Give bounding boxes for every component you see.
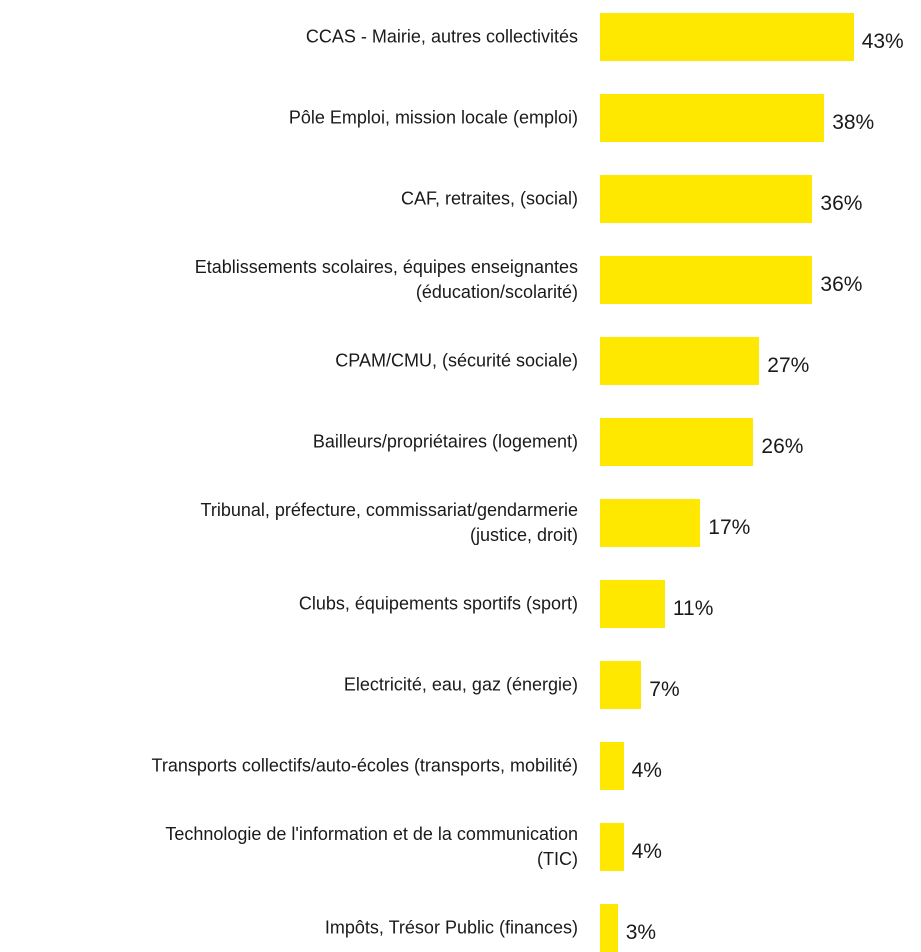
category-label: CPAM/CMU, (sécurité sociale): [335, 350, 578, 371]
bar: [600, 175, 813, 223]
category-label: CCAS - Mairie, autres collectivités: [305, 26, 578, 47]
category-label: Impôts, Trésor Public (finances): [324, 917, 578, 938]
value-label: 43%: [861, 30, 904, 53]
category-label: Tribunal, préfecture, commissariat/genda…: [200, 500, 578, 545]
bar: [600, 904, 618, 952]
value-label: 11%: [672, 597, 714, 620]
value-label: 4%: [631, 759, 662, 782]
category-label: Pôle Emploi, mission locale (emploi): [288, 107, 578, 128]
value-label: 38%: [832, 111, 875, 134]
value-label: 4%: [631, 840, 662, 863]
bar: [600, 742, 624, 790]
category-label: Bailleurs/propriétaires (logement): [312, 431, 578, 452]
bar: [600, 256, 813, 304]
value-label: 27%: [767, 354, 810, 377]
category-label: CAF, retraites, (social): [400, 188, 578, 209]
value-label: 26%: [761, 435, 804, 458]
category-label: Technologie de l'information et de la co…: [165, 824, 578, 869]
category-label: Transports collectifs/auto-écoles (trans…: [151, 755, 579, 776]
bar: [600, 337, 760, 385]
bar: [600, 580, 665, 628]
bar: [600, 661, 642, 709]
category-label: Etablissements scolaires, équipes enseig…: [194, 257, 578, 302]
value-label: 3%: [625, 921, 657, 944]
value-label: 36%: [820, 192, 863, 215]
bar: [600, 94, 825, 142]
category-label: Electricité, eau, gaz (énergie): [343, 674, 578, 695]
value-label: 7%: [649, 678, 680, 701]
bar: [600, 13, 854, 61]
bar: [600, 823, 624, 871]
category-label: Clubs, équipements sportifs (sport): [298, 593, 578, 614]
value-label: 36%: [820, 273, 863, 296]
bar: [600, 418, 754, 466]
value-label: 17%: [708, 516, 751, 539]
bar: [600, 499, 701, 547]
